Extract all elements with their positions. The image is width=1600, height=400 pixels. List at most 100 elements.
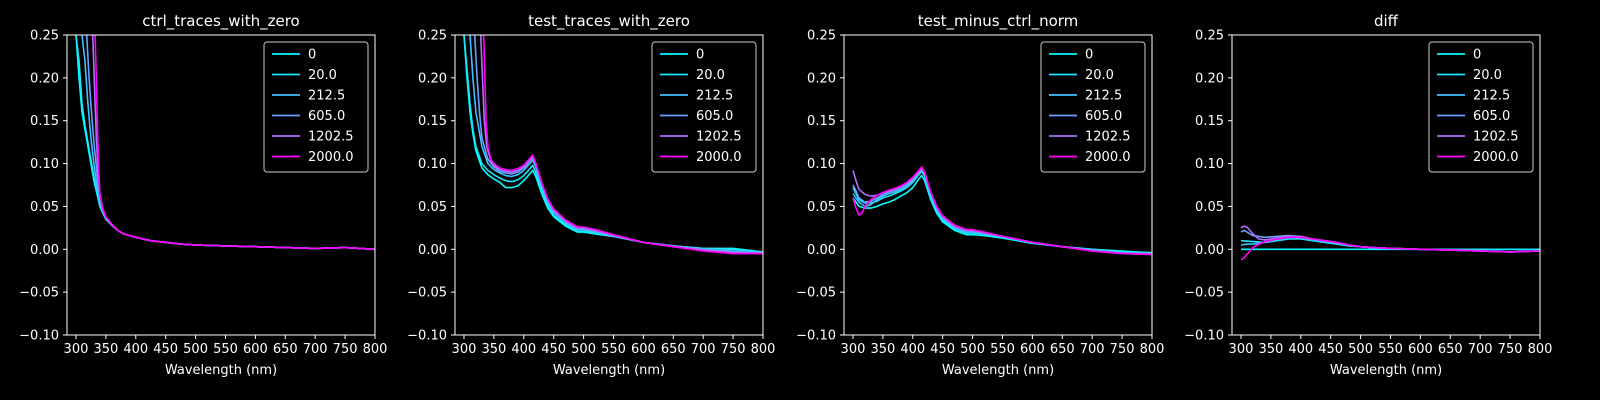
legend-label-4: 1202.5	[308, 130, 354, 145]
x-tick-label: 600	[243, 342, 268, 357]
y-tick-label: −0.10	[19, 329, 59, 344]
y-tick-label: 0.05	[418, 200, 447, 215]
legend-label-1: 20.0	[1085, 68, 1114, 83]
y-tick-label: 0.25	[1195, 29, 1224, 44]
series-line-4	[852, 167, 1152, 256]
x-tick-label: 500	[183, 342, 208, 357]
x-tick-label: 750	[1498, 342, 1523, 357]
x-tick-label: 700	[1468, 342, 1493, 357]
x-tick-label: 750	[721, 342, 746, 357]
series-line-3	[852, 167, 1152, 255]
y-tick-label: −0.05	[796, 286, 836, 301]
legend-label-0: 0	[1085, 48, 1093, 63]
x-tick-label: 650	[661, 342, 686, 357]
y-tick-label: 0.15	[418, 114, 447, 129]
x-tick-label: 650	[273, 342, 298, 357]
x-axis-title: Wavelength (nm)	[1330, 363, 1442, 378]
x-tick-label: 600	[1020, 342, 1045, 357]
legend: 0 20.0 212.5 605.0 1202.5 2000.0	[1040, 41, 1146, 173]
legend: 0 20.0 212.5 605.0 1202.5 2000.0	[263, 41, 369, 173]
plot-frame	[843, 34, 1153, 336]
legend-label-1: 20.0	[696, 68, 725, 83]
y-tick-label: 0.15	[1195, 114, 1224, 129]
y-tick-label: 0.20	[1195, 71, 1224, 86]
series-line-5	[1240, 236, 1540, 261]
x-tick-label: 400	[511, 342, 536, 357]
x-tick-label: 750	[333, 342, 358, 357]
legend-label-5: 2000.0	[696, 150, 742, 165]
chart-panel-1: test_traces_with_zero 300 350 400 450 500 550 6…	[407, 12, 775, 378]
legend-label-3: 605.0	[1085, 109, 1122, 124]
x-tick-label: 300	[1229, 342, 1254, 357]
series-line-1	[852, 170, 1152, 254]
x-tick-label: 700	[303, 342, 328, 357]
x-tick-label: 500	[960, 342, 985, 357]
y-tick-label: 0.00	[418, 243, 447, 258]
plot-frame	[66, 34, 376, 336]
y-tick-label: −0.05	[19, 286, 59, 301]
series-line-5	[482, 35, 763, 255]
x-tick-label: 700	[691, 342, 716, 357]
legend: 0 20.0 212.5 605.0 1202.5 2000.0	[651, 41, 757, 173]
x-tick-label: 350	[1258, 342, 1283, 357]
x-tick-label: 800	[363, 342, 388, 357]
x-tick-label: 300	[841, 342, 866, 357]
legend-label-4: 1202.5	[1085, 130, 1131, 145]
chart-title: test_minus_ctrl_norm	[918, 12, 1079, 31]
legend-label-3: 605.0	[1473, 109, 1510, 124]
y-tick-label: 0.05	[807, 200, 836, 215]
y-tick-label: 0.05	[30, 200, 59, 215]
x-tick-label: 800	[1528, 342, 1553, 357]
y-tick-label: 0.25	[807, 29, 836, 44]
x-tick-label: 650	[1438, 342, 1463, 357]
series-group	[852, 166, 1152, 256]
legend-label-0: 0	[696, 48, 704, 63]
chart-panel-0: ctrl_traces_with_zero 300 350 400 450 500 550 6…	[19, 12, 387, 378]
y-tick-label: 0.15	[30, 114, 59, 129]
chart-title: diff	[1374, 12, 1399, 30]
x-tick-label: 350	[93, 342, 118, 357]
legend-label-3: 605.0	[308, 109, 345, 124]
x-tick-label: 800	[751, 342, 776, 357]
x-tick-label: 400	[123, 342, 148, 357]
legend: 0 20.0 212.5 605.0 1202.5 2000.0	[1428, 41, 1534, 173]
legend-label-0: 0	[308, 48, 316, 63]
y-tick-label: 0.25	[30, 29, 59, 44]
y-tick-label: 0.00	[807, 243, 836, 258]
y-tick-label: 0.20	[30, 71, 59, 86]
x-tick-label: 550	[990, 342, 1015, 357]
x-tick-label: 550	[601, 342, 626, 357]
y-tick-label: −0.10	[1184, 329, 1224, 344]
x-tick-label: 500	[1348, 342, 1373, 357]
x-tick-label: 400	[1288, 342, 1313, 357]
y-tick-label: 0.20	[807, 71, 836, 86]
x-tick-label: 400	[900, 342, 925, 357]
y-tick-label: 0.25	[418, 29, 447, 44]
series-group	[75, 35, 375, 251]
x-tick-label: 750	[1110, 342, 1135, 357]
y-tick-label: −0.05	[1184, 286, 1224, 301]
x-tick-label: 500	[571, 342, 596, 357]
series-line-5	[94, 35, 375, 251]
chart-title: test_traces_with_zero	[528, 12, 690, 31]
legend-label-0: 0	[1473, 48, 1481, 63]
legend-label-2: 212.5	[1473, 89, 1510, 104]
y-tick-label: 0.10	[418, 157, 447, 172]
legend-label-4: 1202.5	[1473, 130, 1519, 145]
x-axis-title: Wavelength (nm)	[942, 363, 1054, 378]
x-tick-label: 450	[930, 342, 955, 357]
legend-label-4: 1202.5	[696, 130, 742, 145]
x-tick-label: 300	[452, 342, 477, 357]
y-tick-label: −0.10	[407, 329, 447, 344]
series-line-2	[852, 168, 1152, 255]
y-tick-label: 0.10	[807, 157, 836, 172]
x-tick-label: 450	[1318, 342, 1343, 357]
series-line-1	[1240, 238, 1540, 251]
x-axis-title: Wavelength (nm)	[165, 363, 277, 378]
legend-label-2: 212.5	[696, 89, 733, 104]
y-tick-label: 0.10	[30, 157, 59, 172]
legend-label-3: 605.0	[696, 109, 733, 124]
legend-label-5: 2000.0	[308, 150, 354, 165]
plot-frame	[454, 34, 764, 336]
